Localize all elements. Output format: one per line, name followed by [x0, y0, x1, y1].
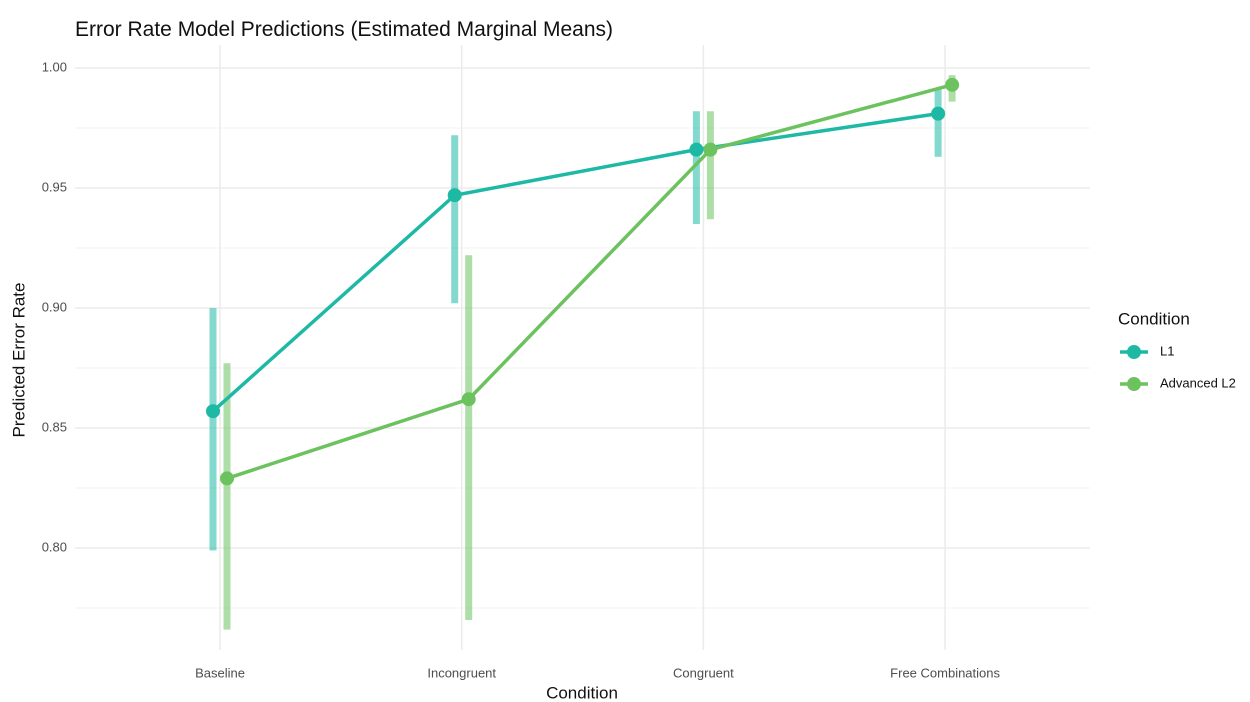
error-bar: [465, 255, 473, 621]
series-line: [211, 111, 939, 413]
x-tick-label: Congruent: [673, 665, 734, 680]
error-bar: [209, 308, 217, 551]
legend-title: Condition: [1118, 309, 1190, 328]
y-tick-label: 1.00: [42, 59, 67, 74]
legend-marker: [1127, 345, 1141, 359]
error-bar: [706, 111, 714, 220]
point: [689, 142, 704, 157]
x-tick-label: Baseline: [195, 665, 245, 680]
x-axis-title: Condition: [546, 683, 618, 702]
chart-title: Error Rate Model Predictions (Estimated …: [75, 18, 613, 41]
point: [461, 392, 476, 407]
series-line: [226, 83, 953, 481]
error-bar: [451, 135, 459, 304]
legend-marker: [1127, 377, 1141, 391]
point: [206, 404, 220, 419]
x-tick-label: Free Combinations: [890, 665, 1000, 680]
legend-label: Advanced L2: [1160, 375, 1236, 390]
point: [945, 77, 960, 92]
point: [220, 471, 234, 486]
y-axis-title: Predicted Error Rate: [9, 283, 28, 438]
y-tick-label: 0.85: [42, 419, 67, 434]
x-tick-label: Incongruent: [427, 665, 496, 680]
y-tick-label: 0.90: [42, 299, 67, 314]
legend-label: L1: [1160, 343, 1174, 358]
point: [703, 142, 718, 157]
y-tick-label: 0.95: [42, 179, 67, 194]
point: [931, 106, 946, 121]
error-bar: [692, 111, 700, 225]
y-tick-label: 0.80: [42, 539, 67, 554]
point: [447, 188, 462, 203]
error-bar: [223, 363, 231, 630]
error-bar: [934, 89, 942, 157]
